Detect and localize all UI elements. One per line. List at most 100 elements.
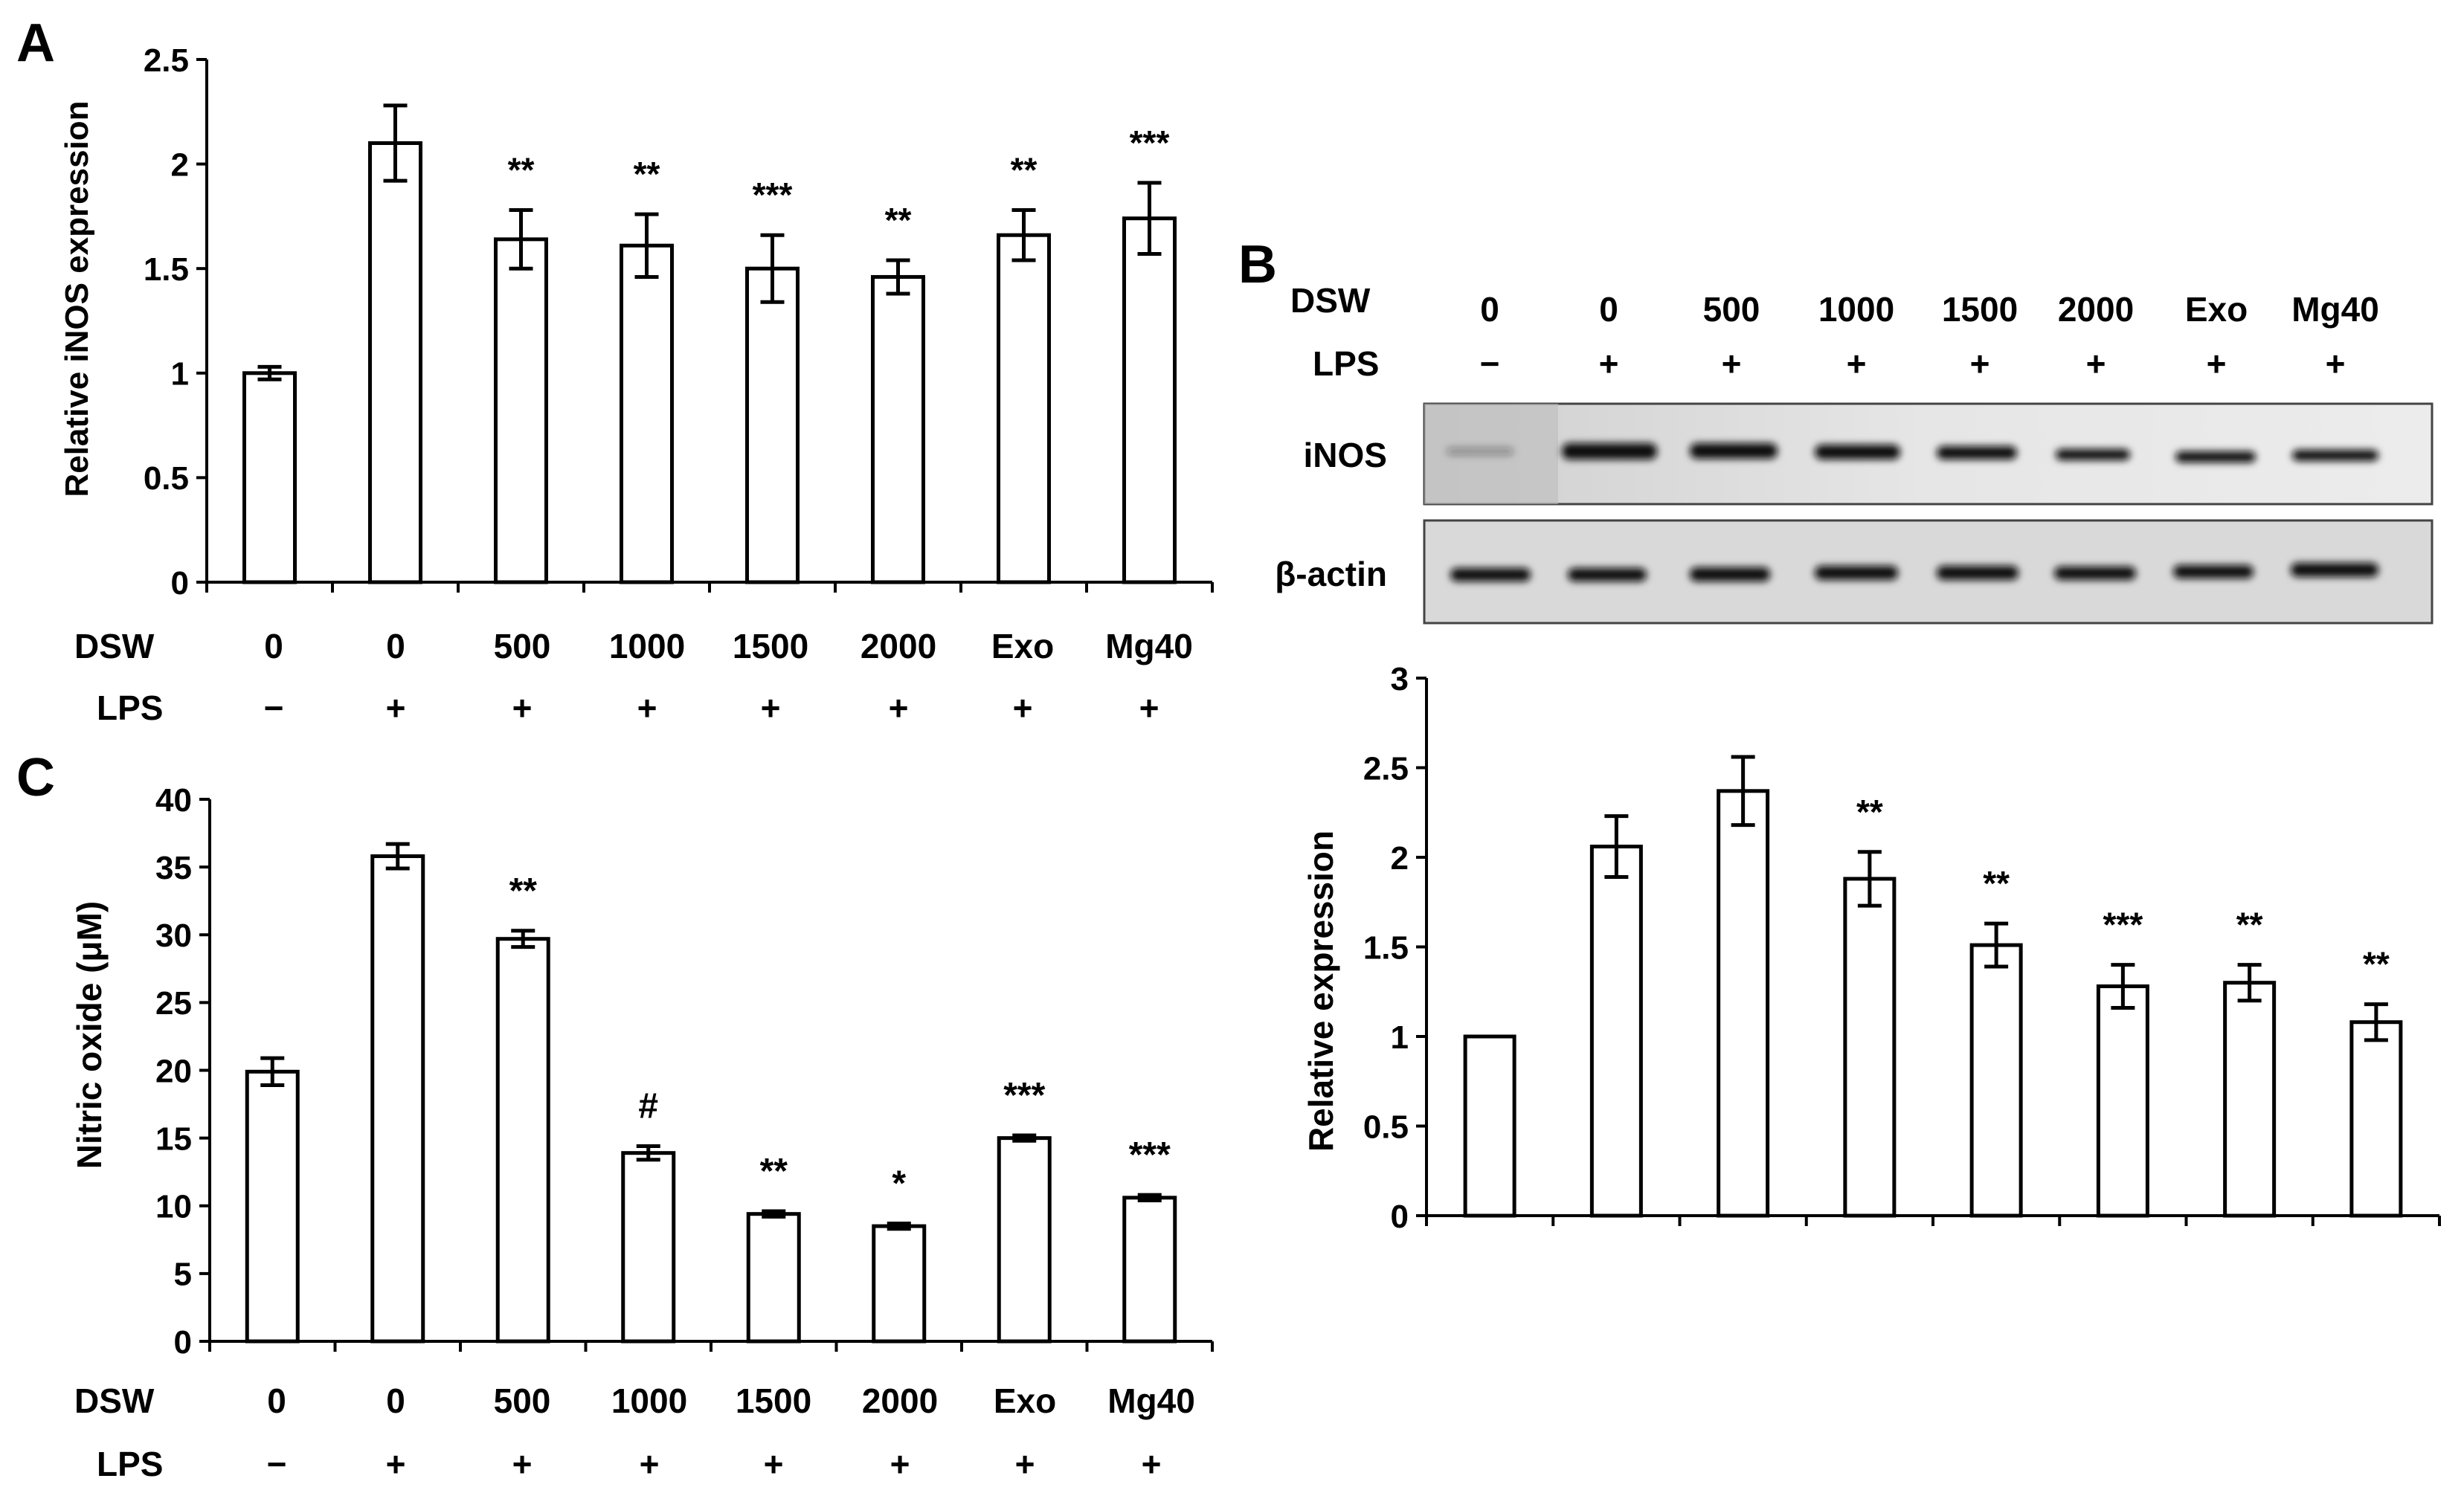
- y-tick-label: 0: [1391, 1199, 1409, 1235]
- bar: [1122, 1196, 1177, 1344]
- bar: [2349, 1020, 2403, 1218]
- panel-a-dsw-cell: 1000: [609, 627, 685, 665]
- y-tick-label: 40: [155, 782, 192, 819]
- panel-c-lps-label: LPS: [97, 1445, 163, 1483]
- panel-a-dsw-cell: Exo: [991, 627, 1054, 665]
- bar: [1843, 877, 1897, 1218]
- significance-label: #: [638, 1087, 658, 1126]
- panel-c-lps-cell: +: [764, 1445, 784, 1483]
- bar: [2096, 984, 2149, 1218]
- bar: [245, 1069, 300, 1344]
- y-tick-label: 30: [155, 918, 192, 954]
- panel-a-lps-cell: +: [1013, 689, 1033, 727]
- panel-b-dsw-cell: 0: [1480, 290, 1499, 329]
- panel-a-dsw-label: DSW: [74, 627, 155, 665]
- panel-c-dsw-cell: Exo: [994, 1381, 1056, 1420]
- bar: [1122, 216, 1177, 584]
- panel-c-lps-cell: −: [267, 1445, 287, 1483]
- y-tick-label: 0: [171, 565, 189, 602]
- significance-label: ***: [1129, 1135, 1171, 1175]
- panel-b-lps-cell: +: [2086, 344, 2106, 383]
- y-tick-label: 3: [1391, 661, 1409, 697]
- panel-a-lps-cell: +: [889, 689, 909, 727]
- significance-label: ***: [1130, 123, 1170, 162]
- y-tick-label: 0.5: [1363, 1109, 1409, 1145]
- y-tick-label: 10: [155, 1189, 192, 1225]
- y-tick-label: 2.5: [144, 42, 189, 79]
- panel-c-lps-row: − + + + + + + +: [267, 1445, 1162, 1483]
- panel-b-dsw-cell: 1500: [1942, 290, 2018, 329]
- blot-label-beta-actin: β-actin: [1275, 555, 1387, 593]
- panel-c-lps-cell: +: [1015, 1445, 1035, 1483]
- panel-c-dsw-row: 0 0 500 1000 1500 2000 Exo Mg40: [267, 1381, 1195, 1420]
- bar: [368, 141, 422, 584]
- bar: [746, 1212, 801, 1344]
- bar: [1463, 1034, 1516, 1218]
- panel-c-lps-cell: +: [1142, 1445, 1162, 1483]
- significance-label: **: [885, 201, 912, 239]
- bar: [620, 243, 674, 584]
- bar: [997, 1136, 1052, 1344]
- panel-b-lps-cell: +: [2207, 344, 2227, 383]
- panel-a-dsw-cell: Mg40: [1105, 627, 1193, 665]
- panel-b-lps-cell: +: [1970, 344, 1990, 383]
- y-tick-label: 1: [1391, 1019, 1409, 1056]
- panel-c-dsw-cell: Mg40: [1107, 1381, 1195, 1420]
- bar: [621, 1151, 676, 1344]
- blot-inos-image: [1423, 402, 2434, 506]
- panel-b-dsw-row: 0 0 500 1000 1500 2000 Exo Mg40: [1480, 290, 2379, 329]
- chart-a-ylabel: Relative iNOS expression: [59, 100, 95, 497]
- significance-label: **: [2236, 906, 2263, 944]
- significance-label: **: [634, 155, 660, 193]
- significance-label: ***: [753, 175, 793, 214]
- bar: [1969, 943, 2023, 1218]
- significance-label: **: [2363, 945, 2390, 984]
- panel-b: B DSW LPS 0 0 500 1000 1500 2000 Exo Mg4…: [1238, 235, 2441, 1235]
- panel-c-lps-cell: +: [386, 1445, 406, 1483]
- bar: [745, 266, 800, 584]
- y-tick-label: 5: [174, 1257, 192, 1293]
- panel-a-dsw-cell: 0: [386, 627, 405, 665]
- panel-b-lps-cell: +: [1599, 344, 1619, 383]
- panel-c-dsw-cell: 500: [494, 1381, 551, 1420]
- panel-b-dsw-cell: 0: [1599, 290, 1618, 329]
- panel-c-lps-cell: +: [512, 1445, 533, 1483]
- panel-a-lps-cell: +: [637, 689, 657, 727]
- panel-b-letter: B: [1238, 235, 1277, 294]
- y-tick-label: 20: [155, 1053, 192, 1089]
- bar: [370, 854, 425, 1344]
- panel-a-lps-label: LPS: [97, 689, 163, 727]
- panel-a-lps-cell: +: [386, 689, 406, 727]
- bar: [872, 1224, 927, 1344]
- panel-c-dsw-label: DSW: [74, 1381, 155, 1420]
- panel-a-lps-row: − + + + + + + +: [264, 689, 1159, 727]
- panel-a-dsw-cell: 1500: [733, 627, 808, 665]
- panel-b-dsw-label: DSW: [1290, 281, 1371, 320]
- panel-b-lps-label: LPS: [1313, 344, 1379, 383]
- y-tick-label: 15: [155, 1120, 192, 1157]
- bar: [495, 937, 550, 1344]
- blot-label-inos: iNOS: [1304, 436, 1387, 474]
- bar: [1589, 845, 1643, 1218]
- significance-label: **: [1856, 793, 1883, 831]
- panel-a-lps-cell: −: [264, 689, 284, 727]
- panel-a-dsw-row: 0 0 500 1000 1500 2000 Exo Mg40: [264, 627, 1193, 665]
- panel-b-dsw-cell: Exo: [2185, 290, 2248, 329]
- y-tick-label: 1.5: [1363, 929, 1409, 966]
- panel-a: A Relative iNOS expression 0 0.5 1 1.5 2 2.5 *…: [16, 13, 1214, 727]
- chart-a: Relative iNOS expression 00.511.522.5** *…: [59, 42, 1214, 602]
- y-tick-label: 1.5: [144, 251, 189, 288]
- panel-a-lps-cell: +: [1139, 689, 1159, 727]
- significance-label: *: [892, 1164, 906, 1203]
- panel-a-dsw-cell: 500: [494, 627, 551, 665]
- panel-c-lps-cell: +: [890, 1445, 910, 1483]
- panel-c-dsw-cell: 0: [386, 1381, 405, 1420]
- panel-c-dsw-cell: 1000: [611, 1381, 687, 1420]
- y-tick-label: 25: [155, 985, 192, 1022]
- y-tick-label: 2: [1391, 840, 1409, 877]
- panel-b-lps-cell: +: [1847, 344, 1867, 383]
- bar: [871, 274, 925, 584]
- significance-label: **: [760, 1152, 788, 1191]
- panel-c-dsw-cell: 2000: [862, 1381, 938, 1420]
